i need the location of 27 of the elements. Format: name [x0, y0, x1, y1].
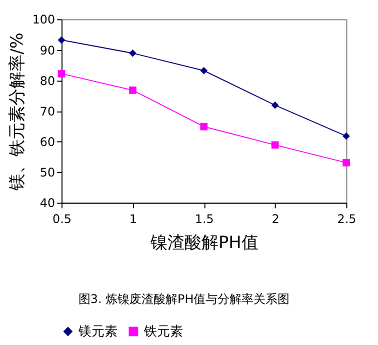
y-tick-label: 60	[40, 135, 56, 150]
y-tick-label: 70	[40, 104, 56, 118]
point	[200, 122, 208, 130]
x-tick-label: 1.5	[194, 212, 214, 226]
point	[129, 86, 136, 94]
x-tick-label: 2	[272, 212, 280, 226]
y-tick-label: 40	[40, 196, 56, 210]
point	[200, 66, 208, 74]
y-axis-title: 镁、铁元素分解率/%	[6, 32, 26, 192]
point	[271, 102, 279, 109]
legend-label: 铁元素	[142, 324, 183, 340]
point	[129, 50, 136, 57]
y-tick-label: 80	[40, 74, 56, 88]
x-tick-label: 0.5	[52, 212, 72, 226]
y-tick-label: 90	[40, 43, 56, 58]
legend-label: 镁元素	[77, 324, 118, 340]
point	[58, 70, 66, 78]
point	[342, 132, 350, 140]
point	[271, 141, 279, 149]
point	[58, 36, 66, 44]
x-tick-label: 1	[129, 212, 137, 226]
x-tick-label: 2.5	[337, 212, 356, 226]
y-tick-label: 50	[40, 166, 56, 180]
x-axis-title: 镍渣酸解PH值	[149, 232, 258, 252]
point	[342, 159, 350, 166]
y-tick-label: 100	[32, 12, 56, 27]
caption: 图3. 炼镍废渣酸解PH值与分解率关系图	[78, 292, 290, 306]
